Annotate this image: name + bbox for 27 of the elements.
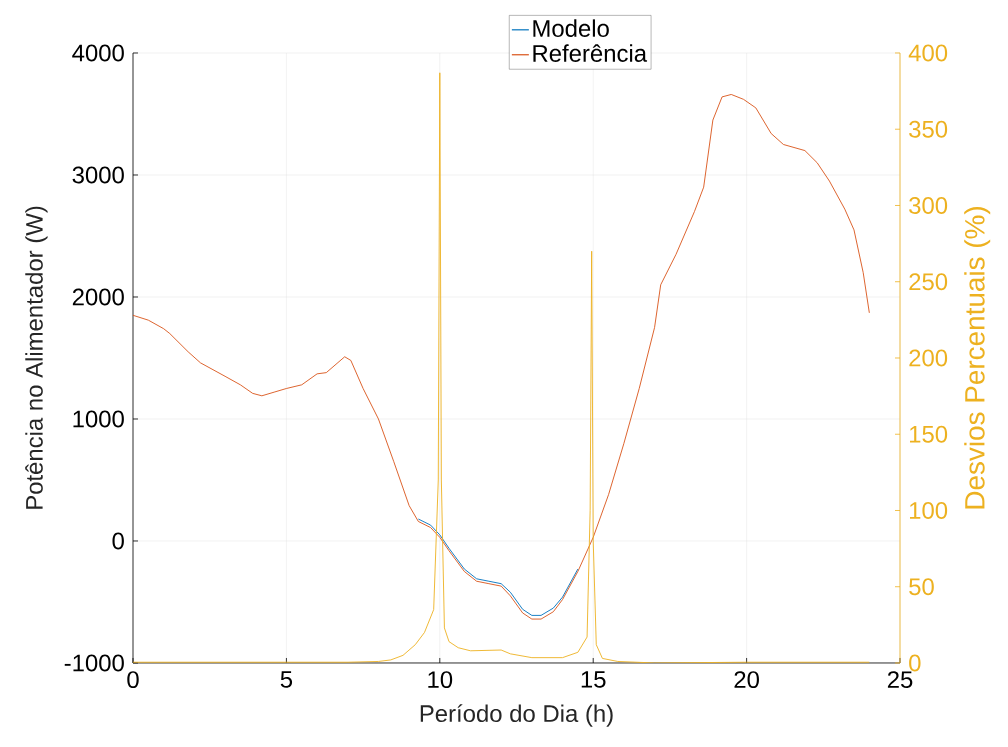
y2-tick-label: 300 [909, 197, 948, 214]
y-tick-label: 0 [112, 532, 124, 550]
x-tick-label: 25 [887, 671, 913, 689]
y2-tick-label: 350 [909, 120, 948, 138]
y2-tick-label: 250 [909, 273, 948, 291]
y2-tick-label: 150 [910, 425, 948, 443]
y-tick-label: 4000 [72, 44, 124, 62]
x-axis-title: Período do Dia (h) [420, 704, 613, 727]
y-tick-label: 2000 [72, 288, 124, 306]
line-series [417, 518, 579, 616]
y-tick-label: 3000 [72, 166, 124, 184]
legend-label: Modelo [533, 19, 609, 37]
y2-tick-label: 100 [910, 502, 948, 519]
x-tick-label: 5 [280, 671, 293, 688]
legend-label: Referência [533, 44, 648, 62]
x-tick-label: 0 [127, 671, 139, 689]
x-tick-label: 10 [428, 671, 453, 689]
y-tick-label: -1000 [64, 654, 124, 672]
y-tick-label: 1000 [73, 410, 124, 428]
y2-tick-label: 200 [909, 349, 948, 367]
x-tick-label: 20 [734, 671, 759, 689]
y2-tick-label: 0 [909, 654, 921, 672]
y2-axis-title: Desvios Percentuais (%) [964, 207, 991, 509]
y2-tick-label: 50 [909, 578, 934, 596]
x-tick-label: 15 [581, 671, 606, 688]
y-axis-title: Potência no Alimentador (W) [25, 206, 48, 509]
y2-tick-label: 400 [908, 44, 948, 62]
